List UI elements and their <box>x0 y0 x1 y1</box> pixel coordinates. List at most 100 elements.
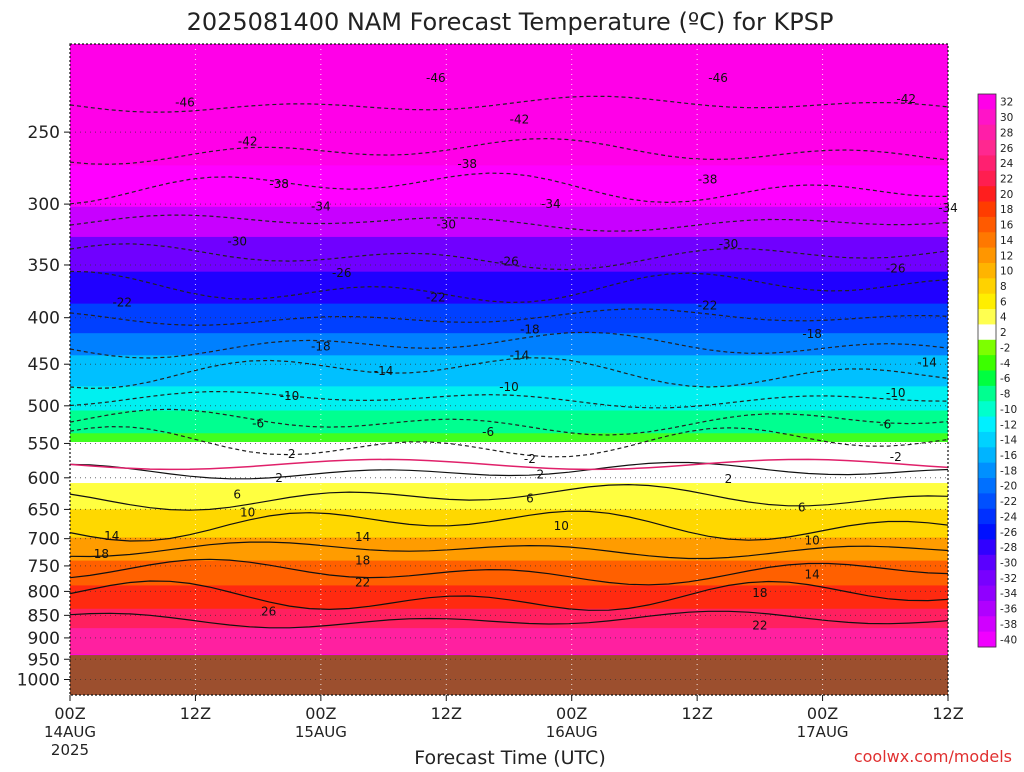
contour-label: 10 <box>240 505 255 519</box>
colorbar-label: 2 <box>1000 327 1007 339</box>
temperature-band <box>70 523 948 528</box>
temperature-band <box>70 540 948 545</box>
colorbar-label: 22 <box>1000 173 1013 185</box>
temperature-band <box>70 600 948 604</box>
colorbar-swatch <box>978 600 996 617</box>
temperature-band <box>70 509 948 514</box>
temperature-band <box>70 608 948 613</box>
contour-label: -14 <box>917 355 937 369</box>
temperature-band <box>70 214 948 223</box>
contour-line <box>69 357 949 390</box>
temperature-band <box>70 190 948 200</box>
temperature-band <box>70 67 948 79</box>
temperature-band <box>70 594 948 598</box>
temperature-band <box>70 641 948 645</box>
temperature-band <box>70 386 948 392</box>
temperature-band <box>70 236 948 245</box>
temperature-band <box>70 327 948 334</box>
temperature-band <box>70 622 948 627</box>
colorbar-swatch <box>978 478 996 494</box>
y-tick-label: 850 <box>28 606 60 626</box>
y-tick-label: 900 <box>28 629 60 649</box>
contour-line <box>69 137 949 165</box>
y-tick-label: 450 <box>28 355 60 375</box>
temperature-band <box>70 344 948 351</box>
contour-label: -14 <box>510 348 530 362</box>
contour-label: 22 <box>355 575 370 589</box>
x-tick-label: 12Z <box>681 704 712 723</box>
temperature-band <box>70 471 948 476</box>
contour-label: 6 <box>798 501 806 515</box>
temperature-band <box>70 297 948 305</box>
contour-label: 18 <box>355 554 370 568</box>
colorbar-swatch <box>978 570 996 587</box>
colorbar-swatch <box>978 278 996 295</box>
contour-label: -30 <box>436 218 456 232</box>
temperature-band <box>70 654 948 656</box>
temperature-band <box>70 483 948 488</box>
temperature-band <box>70 119 948 130</box>
temperature-band <box>70 433 948 439</box>
colorbar-swatch <box>978 401 996 418</box>
temperature-band <box>70 401 948 407</box>
temperature-band <box>70 446 948 452</box>
contour-label: -18 <box>520 322 540 336</box>
contour-label: 10 <box>554 519 569 533</box>
colorbar-label: -6 <box>1000 373 1011 385</box>
colorbar-label: -24 <box>1000 511 1017 523</box>
temperature-band <box>70 333 948 340</box>
contour-line <box>69 390 949 409</box>
temperature-band <box>70 405 948 412</box>
ground-area <box>70 655 948 695</box>
temperature-band <box>70 550 948 555</box>
temperature-band <box>70 55 948 68</box>
colorbar-label: 4 <box>1000 312 1007 324</box>
colorbar-swatch <box>978 140 996 156</box>
temperature-band <box>70 630 948 635</box>
contour-line <box>69 461 949 480</box>
temperature-band <box>70 109 948 120</box>
colorbar-label: -36 <box>1000 604 1017 616</box>
temperature-band <box>70 182 948 192</box>
temperature-band <box>70 415 948 421</box>
temperature-band <box>70 458 948 464</box>
contour-label: 18 <box>752 586 767 600</box>
y-tick-label: 750 <box>28 557 60 577</box>
colorbar-swatch <box>978 554 996 571</box>
temperature-band <box>70 576 948 580</box>
temperature-band <box>70 454 948 460</box>
colorbar-label: -26 <box>1000 527 1017 539</box>
temperature-band <box>70 424 948 430</box>
x-tick-label: 12Z <box>932 704 963 723</box>
contour-label: -10 <box>886 386 906 400</box>
contour-line <box>69 483 949 511</box>
contour-label: -38 <box>698 173 718 187</box>
colorbar-swatch <box>978 339 996 356</box>
contour-label: 2 <box>725 472 733 486</box>
temperature-band <box>70 554 948 559</box>
temperature-band <box>70 560 948 565</box>
contour-label: -26 <box>886 261 906 275</box>
colorbar-swatch <box>978 493 996 510</box>
x-tick-label: 12Z <box>431 704 462 723</box>
temperature-band <box>70 479 948 484</box>
contour-line <box>69 243 949 271</box>
temperature-band <box>70 264 948 273</box>
temperature-band <box>70 646 948 650</box>
contour-label: -30 <box>227 235 247 249</box>
temperature-band <box>70 649 948 653</box>
colorbar-swatch <box>978 247 996 264</box>
freezing-line <box>69 458 949 471</box>
y-tick-label: 600 <box>28 469 60 489</box>
contour-label: 14 <box>804 567 819 581</box>
temperature-band <box>70 258 948 266</box>
temperature-band <box>70 513 948 518</box>
x-tick-label: 00Z <box>807 704 838 723</box>
temperature-band <box>70 309 948 317</box>
colorbar-label: 30 <box>1000 112 1013 124</box>
temperature-band <box>70 271 948 279</box>
temperature-band <box>70 419 948 425</box>
temperature-band <box>70 475 948 480</box>
contour-label: -42 <box>896 92 916 106</box>
temperature-band <box>70 537 948 542</box>
